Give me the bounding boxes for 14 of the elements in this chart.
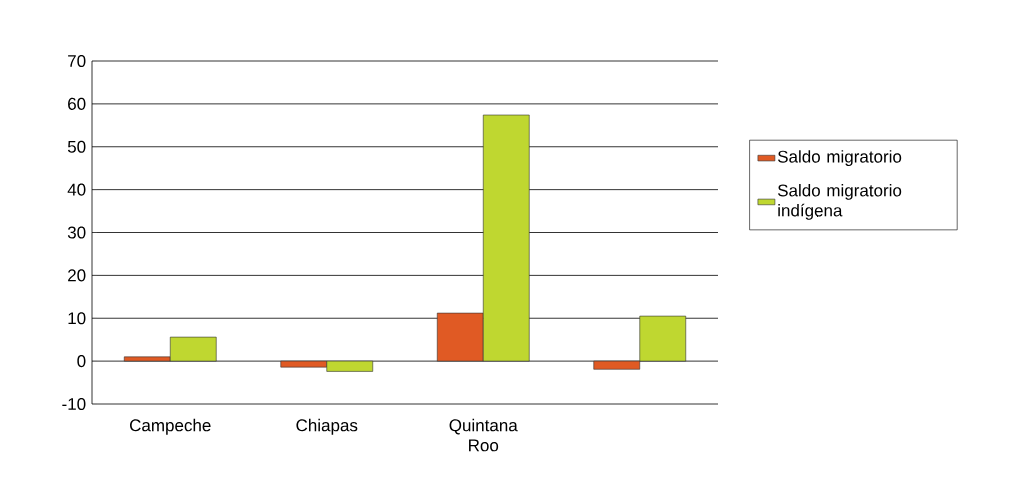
y-tick-label: 0	[77, 355, 86, 368]
x-tick-label: Quintana Roo	[449, 418, 518, 452]
y-tick-label: 40	[67, 183, 86, 196]
y-tick-label: 70	[68, 54, 86, 68]
y-tick-label: -10	[62, 397, 86, 411]
x-tick-label: Campeche	[130, 418, 211, 435]
legend-label: Saldo migratorio	[777, 150, 902, 167]
legend-label: Saldo migratorio indígena	[777, 184, 902, 220]
y-tick-label: 60	[68, 97, 86, 110]
y-tick-label: 20	[68, 269, 86, 282]
x-tick-label: Chiapas	[296, 418, 358, 435]
y-tick-label: 30	[67, 226, 86, 239]
y-tick-label: 50	[67, 140, 86, 153]
y-tick-label: 10	[68, 312, 86, 325]
